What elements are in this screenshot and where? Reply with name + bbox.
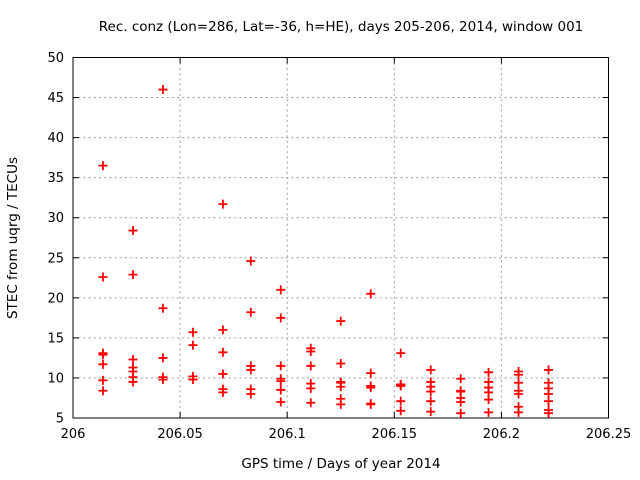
y-tick-label: 20: [47, 291, 64, 306]
data-point-marker: [396, 396, 406, 406]
data-point-marker: [246, 389, 256, 399]
x-axis-label: GPS time / Days of year 2014: [241, 456, 440, 472]
data-point-marker: [426, 387, 436, 397]
data-point-marker: [158, 85, 168, 95]
data-point-marker: [128, 355, 138, 365]
data-point-marker: [544, 396, 554, 406]
data-point-marker: [366, 368, 376, 378]
y-tick-label: 25: [47, 251, 64, 266]
data-point-marker: [514, 407, 524, 417]
data-point-marker: [336, 399, 346, 409]
y-tick-label: 30: [47, 211, 64, 226]
y-tick-label: 40: [47, 131, 64, 146]
chart-title: Rec. conz (Lon=286, Lat=-36, h=HE), days…: [99, 19, 584, 35]
data-point-marker: [188, 340, 198, 350]
data-point-marker: [366, 289, 376, 299]
data-point-marker: [396, 406, 406, 416]
data-point-marker: [128, 270, 138, 280]
data-point-marker: [246, 256, 256, 266]
data-point-marker: [218, 387, 228, 397]
plot-area: 206 206.05 206.1 206.15 206.2 206.25 5 10 15 20 25…: [47, 51, 631, 442]
data-point-marker: [128, 226, 138, 236]
y-tick-label: 5: [56, 412, 64, 427]
data-point-marker: [514, 378, 524, 388]
data-point-marker: [456, 374, 466, 384]
data-point-marker: [158, 303, 168, 313]
data-point-marker: [158, 375, 168, 385]
data-point-marker: [246, 307, 256, 317]
data-point-marker: [98, 272, 108, 282]
x-tick-label: 206: [61, 427, 86, 442]
plot-border: [72, 57, 609, 419]
data-point-marker: [514, 370, 524, 380]
data-point-marker: [396, 348, 406, 358]
data-point-marker: [98, 386, 108, 396]
data-point-marker: [306, 383, 316, 393]
x-tick-label: 206.25: [586, 427, 632, 442]
data-point-marker: [276, 397, 286, 407]
data-point-marker: [306, 347, 316, 357]
data-point-marker: [366, 399, 376, 409]
data-point-marker: [128, 377, 138, 387]
data-point-marker: [426, 407, 436, 417]
data-point-marker: [396, 381, 406, 391]
x-tick-label: 206.2: [483, 427, 520, 442]
y-tick-label: 10: [47, 371, 64, 386]
data-point-marker: [188, 375, 198, 385]
data-point-marker: [188, 327, 198, 337]
data-point-marker: [306, 398, 316, 408]
data-point-marker: [98, 350, 108, 360]
data-point-marker: [484, 395, 494, 405]
data-point-marker: [218, 369, 228, 379]
data-point-marker: [276, 361, 286, 371]
data-point-marker: [336, 316, 346, 326]
x-tick-label: 206.1: [269, 427, 306, 442]
y-tick-label: 15: [47, 331, 64, 346]
data-point-marker: [426, 365, 436, 375]
data-point-marker: [456, 408, 466, 418]
data-point-marker: [366, 383, 376, 393]
data-point-marker: [98, 375, 108, 385]
data-point-marker: [544, 365, 554, 375]
x-tick-label: 206.15: [372, 427, 418, 442]
data-point-marker: [426, 396, 436, 406]
data-point-marker: [276, 313, 286, 323]
data-point-marker: [98, 359, 108, 369]
x-tick-label: 206.05: [157, 427, 203, 442]
data-point-marker: [276, 385, 286, 395]
data-point-marker: [544, 408, 554, 418]
data-point-marker: [98, 161, 108, 171]
y-tick-label: 35: [47, 171, 64, 186]
data-point-marker: [456, 397, 466, 407]
y-tick-label: 45: [47, 91, 64, 106]
data-point-marker: [158, 353, 168, 363]
y-axis-label: STEC from uqrg / TECUs: [5, 157, 21, 319]
data-point-marker: [336, 382, 346, 392]
data-point-marker: [336, 359, 346, 369]
data-point-marker: [246, 365, 256, 375]
y-tick-label: 50: [47, 51, 64, 66]
data-point-marker: [218, 199, 228, 209]
data-point-marker: [484, 367, 494, 377]
data-point-marker: [218, 347, 228, 357]
data-point-marker: [276, 285, 286, 295]
data-point-marker: [218, 325, 228, 335]
data-point-marker: [276, 376, 286, 386]
data-point-marker: [484, 407, 494, 417]
data-point-marker: [514, 389, 524, 399]
data-point-marker: [306, 361, 316, 371]
